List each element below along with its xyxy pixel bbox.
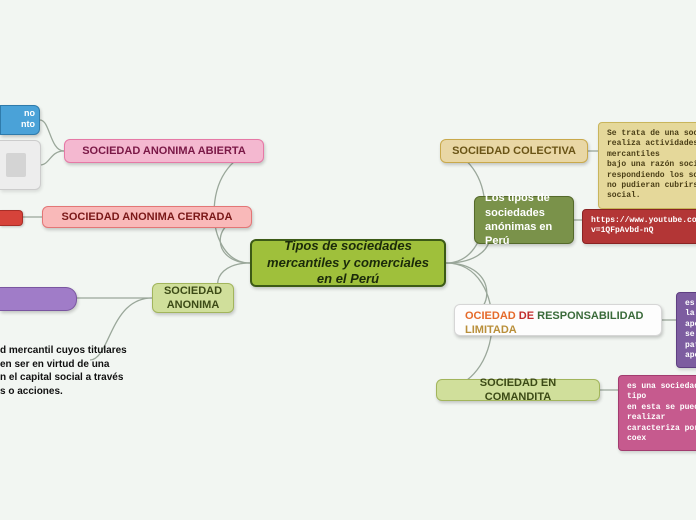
note-youtube-link[interactable]: https://www.youtube.com/ v=1QFpAvbd-nQ (582, 209, 696, 244)
line: d mercantil cuyos titulares (0, 344, 170, 358)
text: es una sociedad de tipo en esta se puede… (627, 382, 696, 443)
fragment-red-box (0, 210, 23, 226)
text: https://www.youtube.com/ v=1QFpAvbd-nQ (591, 216, 696, 235)
line: nto (21, 119, 35, 131)
fragment-purple-pill (0, 287, 77, 311)
label-part-2: RESPONSABILIDAD (537, 310, 643, 322)
text: es una la res apor se c patr apo (685, 299, 696, 360)
line: n el capital social a través (0, 371, 170, 385)
center-topic[interactable]: Tipos de sociedades mercantiles y comerc… (250, 239, 446, 287)
center-label: Tipos de sociedades mercantiles y comerc… (262, 238, 434, 289)
node-sociedad-anonima-abierta[interactable]: SOCIEDAD ANONIMA ABIERTA (64, 139, 264, 163)
node-sociedad-colectiva[interactable]: SOCIEDAD COLECTIVA (440, 139, 588, 163)
node-tipos-sociedades[interactable]: Los tipos de sociedades anónimas en Perú (474, 196, 574, 244)
node-sociedad-comandita[interactable]: SOCIEDAD EN COMANDITA (436, 379, 600, 401)
note-comandita: es una sociedad de tipo en esta se puede… (618, 375, 696, 451)
label-part-3: LIMITADA (465, 324, 517, 336)
line: s o acciones. (0, 385, 170, 399)
line: en ser en virtud de una (0, 358, 170, 372)
label-part-1: DE (519, 310, 537, 322)
line: no (24, 108, 35, 120)
label: SOCIEDAD ANONIMA CERRADA (62, 210, 233, 224)
node-responsabilidad-limitada[interactable]: OCIEDAD DE RESPONSABILIDAD LIMITADA (454, 304, 662, 336)
label: SOCIEDAD ANONIMA (163, 284, 223, 313)
node-sociedad-anonima-cerrada[interactable]: SOCIEDAD ANONIMA CERRADA (42, 206, 252, 228)
label: SOCIEDAD EN COMANDITA (447, 376, 589, 405)
fragment-file-box (0, 140, 41, 190)
text-anonima-description: d mercantil cuyos titulares en ser en vi… (0, 344, 170, 398)
node-sociedad-anonima[interactable]: SOCIEDAD ANONIMA (152, 283, 234, 313)
fragment-blue-pill: no nto (0, 105, 40, 135)
text: Se trata de una sociedad realiza activid… (607, 129, 696, 200)
label: Los tipos de sociedades anónimas en Perú (485, 191, 563, 248)
label-part-0: OCIEDAD (465, 310, 519, 322)
note-limitada: es una la res apor se c patr apo (676, 292, 696, 368)
note-colectiva: Se trata de una sociedad realiza activid… (598, 122, 696, 209)
label: SOCIEDAD ANONIMA ABIERTA (82, 144, 246, 158)
file-icon (6, 153, 26, 177)
label: SOCIEDAD COLECTIVA (452, 144, 576, 158)
